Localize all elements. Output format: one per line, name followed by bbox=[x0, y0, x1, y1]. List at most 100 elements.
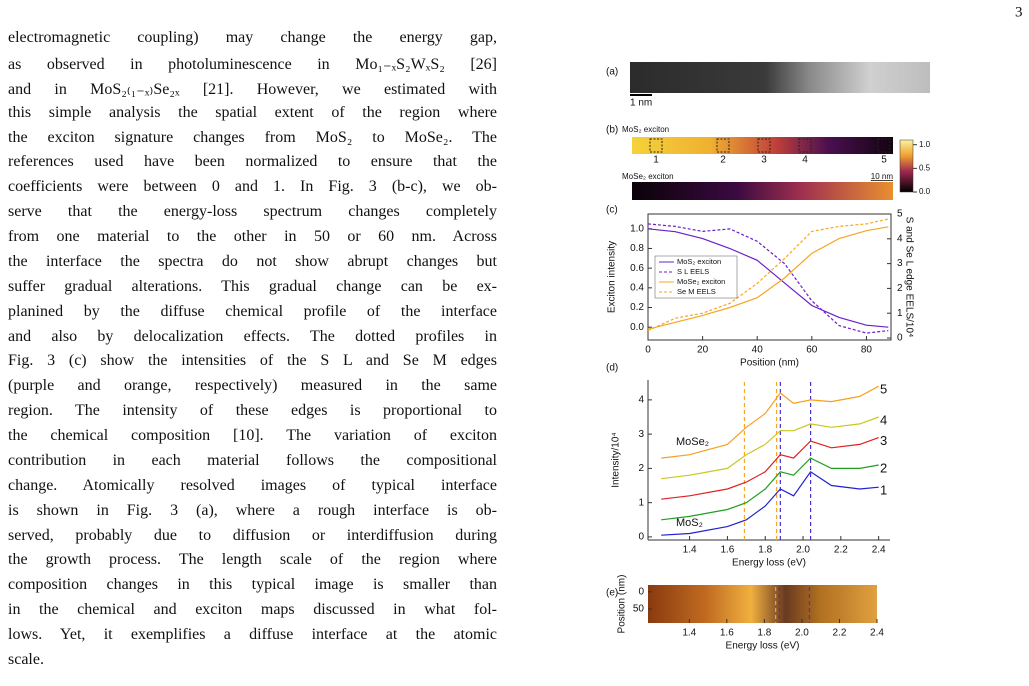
x-tick-label: 1.6 bbox=[720, 545, 734, 556]
text-line: the growth process. The length scale of … bbox=[8, 551, 497, 569]
series-line bbox=[661, 385, 879, 459]
x-tick-label: 1.6 bbox=[720, 628, 734, 639]
y-tick-label: 4 bbox=[638, 395, 644, 406]
plot-frame bbox=[647, 213, 892, 341]
exciton-map bbox=[632, 137, 893, 154]
text-line: served, probably due to diffusion or int… bbox=[8, 526, 497, 544]
point-label: 5 bbox=[881, 155, 887, 166]
colorbar-tick-label: 0.0 bbox=[919, 187, 931, 196]
panel-label: (a) bbox=[606, 67, 618, 78]
x-tick-label: 60 bbox=[806, 345, 818, 356]
y-tick-label: 2 bbox=[638, 463, 644, 474]
x-tick-label: 2.2 bbox=[834, 545, 848, 556]
y2-tick-label: 4 bbox=[897, 233, 903, 244]
text-line: and also by delocalization effects. The … bbox=[8, 327, 497, 345]
y-axis-label: Position (nm) bbox=[617, 575, 628, 634]
scale-label: 10 nm bbox=[871, 172, 894, 181]
text-line: change. Atomically resolved images of ty… bbox=[8, 476, 497, 494]
text-line: coefficients were between 0 and 1. In Fi… bbox=[8, 178, 497, 196]
annotation: MoS₂ bbox=[676, 517, 703, 529]
y2-axis-label: S and Se L edge EELS/10⁴ bbox=[903, 217, 914, 338]
text-line: the interface the spectra do not show ab… bbox=[8, 252, 497, 270]
map-title: MoS₂ exciton bbox=[622, 125, 669, 134]
text-line: electromagnetic coupling) may change the… bbox=[8, 29, 497, 46]
colorbar-tick-label: 0.5 bbox=[919, 163, 931, 172]
y2-tick-label: 5 bbox=[897, 209, 903, 220]
series-line bbox=[661, 470, 879, 536]
colorbar bbox=[899, 139, 914, 193]
y-tick-label: 0.2 bbox=[630, 302, 644, 313]
text-line: (purple and orange, respectively) measur… bbox=[8, 377, 497, 395]
text-line: scale. bbox=[8, 651, 44, 668]
x-tick-label: 2.4 bbox=[870, 628, 884, 639]
y2-tick-label: 0 bbox=[897, 333, 903, 344]
scale-label: 1 nm bbox=[630, 98, 652, 109]
series-line bbox=[647, 223, 889, 334]
y2-tick-label: 2 bbox=[897, 283, 903, 294]
y-tick-label: 0 bbox=[638, 586, 644, 597]
text-line: lows. Yet, it exemplifies a diffuse inte… bbox=[8, 626, 497, 644]
spectrum-label: 2 bbox=[880, 460, 887, 475]
page-number: 3 bbox=[1015, 4, 1023, 20]
y-tick-label: 0.6 bbox=[630, 263, 644, 274]
y-tick-label: 50 bbox=[633, 604, 645, 615]
spectrum-label: 5 bbox=[880, 382, 887, 397]
x-tick-label: 1.4 bbox=[682, 628, 696, 639]
text-line: Fig. 3 (c) show the intensities of the S… bbox=[8, 352, 497, 370]
legend-label: MoSe₂ exciton bbox=[677, 277, 725, 286]
spectrum-label: 4 bbox=[880, 412, 887, 427]
point-label: 1 bbox=[653, 155, 659, 166]
text-line: from one material to the other in 50 or … bbox=[8, 228, 497, 246]
x-axis-label: Position (nm) bbox=[740, 358, 799, 369]
panel-label: (e) bbox=[606, 588, 618, 599]
y-tick-label: 0.4 bbox=[630, 282, 644, 293]
text-line: this simple analysis the spatial extent … bbox=[8, 103, 497, 121]
text-line: references used have been normalized to … bbox=[8, 153, 497, 171]
map-title: MoSe₂ exciton bbox=[622, 172, 674, 181]
text-line: as observed in photoluminescence in Mo₁₋… bbox=[8, 55, 497, 73]
text-line: planined by the diffuse chemical profile… bbox=[8, 302, 497, 320]
panel-label: (b) bbox=[606, 125, 618, 136]
x-tick-label: 20 bbox=[697, 345, 709, 356]
legend-label: Se M EELS bbox=[677, 287, 716, 296]
x-axis-label: Energy loss (eV) bbox=[726, 641, 800, 652]
text-line: the chemical composition [10]. The varia… bbox=[8, 427, 497, 445]
annotation: MoSe₂ bbox=[676, 436, 709, 448]
point-label: 2 bbox=[720, 155, 726, 166]
y2-tick-label: 1 bbox=[897, 308, 903, 319]
series-line bbox=[661, 437, 879, 500]
text-line: in the chemical and exciton maps discuss… bbox=[8, 601, 497, 619]
text-line: serve that the energy-loss spectrum chan… bbox=[8, 203, 497, 221]
y-axis-label: Exciton intensity bbox=[607, 241, 618, 313]
x-tick-label: 80 bbox=[861, 345, 873, 356]
x-tick-label: 2.0 bbox=[795, 628, 809, 639]
text-line: suffer gradual alterations. This gradual… bbox=[8, 277, 497, 295]
point-boxes bbox=[649, 138, 891, 153]
legend-label: S L EELS bbox=[677, 267, 709, 276]
text-line: the exciton signature changes from MoS₂ … bbox=[8, 128, 497, 146]
text-line: and in MoS₂₍₁₋ₓ₎Se₂ₓ [21]. However, we e… bbox=[8, 80, 497, 98]
series-line bbox=[661, 457, 879, 521]
series-line bbox=[647, 228, 889, 328]
series-line bbox=[647, 218, 889, 332]
y-tick-label: 0.0 bbox=[630, 322, 644, 333]
spectrum-map bbox=[648, 585, 877, 623]
x-tick-label: 0 bbox=[645, 345, 651, 356]
series-line bbox=[647, 226, 889, 330]
x-tick-label: 1.8 bbox=[757, 628, 771, 639]
spectrum-label: 3 bbox=[880, 433, 887, 448]
y-tick-label: 3 bbox=[638, 429, 644, 440]
x-tick-label: 1.8 bbox=[758, 545, 772, 556]
y-axis-label: Intensity/10⁴ bbox=[611, 432, 622, 487]
point-label: 3 bbox=[761, 155, 767, 166]
x-tick-label: 2.2 bbox=[833, 628, 847, 639]
spectrum-label: 1 bbox=[880, 483, 887, 498]
text-line: region. The intensity of these edges is … bbox=[8, 402, 497, 420]
y-tick-label: 1 bbox=[638, 497, 644, 508]
y2-tick-label: 3 bbox=[897, 258, 903, 269]
panel-label: (c) bbox=[606, 205, 618, 216]
point-label: 4 bbox=[802, 155, 808, 166]
series-line bbox=[661, 416, 879, 480]
